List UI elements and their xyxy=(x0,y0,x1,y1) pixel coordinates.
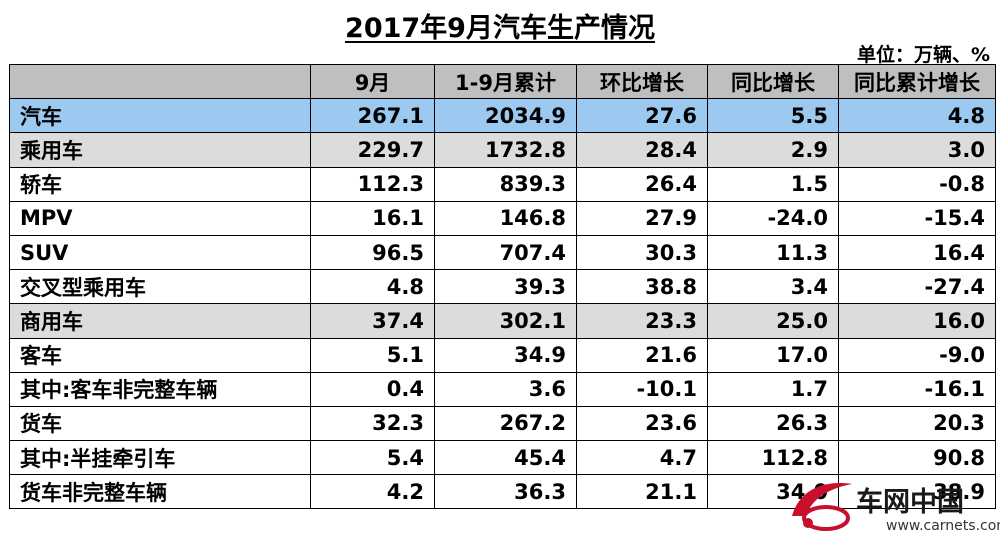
table-row: 汽车 267.1 2034.9 27.6 5.5 4.8 xyxy=(9,98,996,134)
row-value: 3.6 xyxy=(434,371,577,407)
row-value: 839.3 xyxy=(434,166,577,202)
row-value: -9.0 xyxy=(838,337,996,373)
row-value: 5.1 xyxy=(310,337,435,373)
row-value: 267.1 xyxy=(310,98,435,134)
row-label: 其中:半挂牵引车 xyxy=(9,440,311,476)
row-value: 16.4 xyxy=(838,234,996,271)
row-value: 16.1 xyxy=(310,200,435,236)
row-value: -10.1 xyxy=(576,371,708,407)
row-label: 商用车 xyxy=(9,303,311,339)
row-value: -15.4 xyxy=(838,200,996,236)
row-value: 21.1 xyxy=(576,474,708,510)
row-value: 1.5 xyxy=(707,166,839,202)
production-table: 9月 1-9月累计 环比增长 同比增长 同比累计增长 汽车 267.1 2034.9… xyxy=(9,63,996,510)
row-value: 25.0 xyxy=(707,303,839,339)
row-value: 34.9 xyxy=(434,337,577,373)
row-label: MPV xyxy=(9,200,311,236)
row-value: 36.3 xyxy=(434,474,577,510)
row-value: 17.0 xyxy=(707,337,839,373)
table-row: 其中:半挂牵引车 5.4 45.4 4.7 112.8 90.8 xyxy=(9,440,996,476)
row-label: 其中:客车非完整车辆 xyxy=(9,371,311,407)
row-value: 1.7 xyxy=(707,371,839,407)
row-value: -0.8 xyxy=(838,166,996,202)
row-value: 96.5 xyxy=(310,234,435,271)
row-value: 38.9 xyxy=(838,474,996,510)
row-value: 23.3 xyxy=(576,303,708,339)
row-value: 4.8 xyxy=(310,269,435,305)
header-category xyxy=(9,63,311,100)
row-value: 11.3 xyxy=(707,234,839,271)
row-value: 5.4 xyxy=(310,440,435,476)
row-value: 146.8 xyxy=(434,200,577,236)
unit-label: 单位：万辆、% xyxy=(856,44,990,66)
table-row: 其中:客车非完整车辆 0.4 3.6 -10.1 1.7 -16.1 xyxy=(9,371,996,407)
row-value: -16.1 xyxy=(838,371,996,407)
header-mom-growth: 环比增长 xyxy=(576,63,708,100)
row-value: 26.4 xyxy=(576,166,708,202)
watermark-logo: 车网中国 www.carnets.com xyxy=(786,476,1000,540)
row-value: 229.7 xyxy=(310,132,435,168)
header-yoy-growth: 同比增长 xyxy=(707,63,839,100)
table-row: 货车 32.3 267.2 23.6 26.3 20.3 xyxy=(9,405,996,442)
table-row: 轿车 112.3 839.3 26.4 1.5 -0.8 xyxy=(9,166,996,202)
row-value: 1732.8 xyxy=(434,132,577,168)
row-value: 112.8 xyxy=(707,440,839,476)
row-value: 37.4 xyxy=(310,303,435,339)
row-value: 2.9 xyxy=(707,132,839,168)
row-label: SUV xyxy=(9,234,311,271)
row-value: 0.4 xyxy=(310,371,435,407)
header-ytd-yoy-growth: 同比累计增长 xyxy=(838,63,996,100)
row-value: 23.6 xyxy=(576,405,708,442)
table-header-row: 9月 1-9月累计 环比增长 同比增长 同比累计增长 xyxy=(9,63,996,100)
row-label: 汽车 xyxy=(9,98,311,134)
watermark-name: 车网中国 xyxy=(856,487,964,518)
row-label: 轿车 xyxy=(9,166,311,202)
row-value: 4.8 xyxy=(838,98,996,134)
row-value: -24.0 xyxy=(707,200,839,236)
row-label: 客车 xyxy=(9,337,311,373)
row-value: 26.3 xyxy=(707,405,839,442)
car-swoosh-icon xyxy=(792,483,852,531)
row-value: 267.2 xyxy=(434,405,577,442)
row-value: 302.1 xyxy=(434,303,577,339)
page-title: 2017年9月汽车生产情况 xyxy=(345,13,655,44)
row-label: 货车非完整车辆 xyxy=(9,474,311,510)
table-row: 客车 5.1 34.9 21.6 17.0 -9.0 xyxy=(9,337,996,373)
row-value: 45.4 xyxy=(434,440,577,476)
row-value: 38.8 xyxy=(576,269,708,305)
row-value: 4.7 xyxy=(576,440,708,476)
row-value: 112.3 xyxy=(310,166,435,202)
row-value: 3.4 xyxy=(707,269,839,305)
table-row: 乘用车 229.7 1732.8 28.4 2.9 3.0 xyxy=(9,132,996,168)
row-label: 乘用车 xyxy=(9,132,311,168)
row-label: 交叉型乘用车 xyxy=(9,269,311,305)
row-value: 20.3 xyxy=(838,405,996,442)
row-value: 32.3 xyxy=(310,405,435,442)
row-value: 707.4 xyxy=(434,234,577,271)
row-value: 3.0 xyxy=(838,132,996,168)
row-label: 货车 xyxy=(9,405,311,442)
table-row: MPV 16.1 146.8 27.9 -24.0 -15.4 xyxy=(9,200,996,236)
row-value: 30.3 xyxy=(576,234,708,271)
table-row: 货车非完整车辆 4.2 36.3 21.1 34.0 38.9 xyxy=(9,474,996,510)
row-value: 5.5 xyxy=(707,98,839,134)
row-value: 21.6 xyxy=(576,337,708,373)
header-ytd: 1-9月累计 xyxy=(434,63,577,100)
row-value: 27.9 xyxy=(576,200,708,236)
row-value: 16.0 xyxy=(838,303,996,339)
row-value: 28.4 xyxy=(576,132,708,168)
row-value: 39.3 xyxy=(434,269,577,305)
row-value: 90.8 xyxy=(838,440,996,476)
row-value: 4.2 xyxy=(310,474,435,510)
row-value: 2034.9 xyxy=(434,98,577,134)
table-row: 交叉型乘用车 4.8 39.3 38.8 3.4 -27.4 xyxy=(9,269,996,305)
row-value: -27.4 xyxy=(838,269,996,305)
header-month: 9月 xyxy=(310,63,435,100)
watermark-url: www.carnets.com xyxy=(886,518,1000,534)
table-row: SUV 96.5 707.4 30.3 11.3 16.4 xyxy=(9,234,996,271)
table-row: 商用车 37.4 302.1 23.3 25.0 16.0 xyxy=(9,303,996,339)
row-value: 27.6 xyxy=(576,98,708,134)
